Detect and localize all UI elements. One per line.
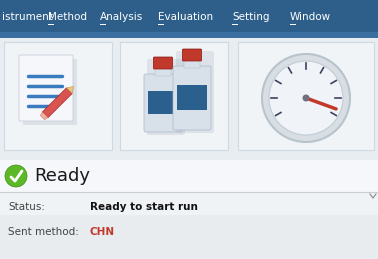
Polygon shape [67,87,74,93]
Text: Method: Method [48,12,87,22]
Polygon shape [42,88,72,118]
Text: Setting: Setting [232,12,270,22]
Circle shape [262,54,350,142]
FancyBboxPatch shape [23,59,77,125]
FancyBboxPatch shape [182,49,201,61]
FancyBboxPatch shape [0,38,378,160]
FancyBboxPatch shape [19,55,73,121]
FancyBboxPatch shape [0,192,378,259]
Text: Sent method:: Sent method: [8,227,79,236]
FancyBboxPatch shape [0,32,378,38]
FancyBboxPatch shape [177,85,207,110]
Circle shape [269,61,343,135]
FancyBboxPatch shape [0,160,378,192]
FancyBboxPatch shape [4,42,112,150]
FancyBboxPatch shape [173,66,211,130]
Text: Analysis: Analysis [100,12,143,22]
FancyBboxPatch shape [153,57,173,69]
FancyBboxPatch shape [176,51,214,133]
FancyBboxPatch shape [147,59,185,135]
Text: Ready to start run: Ready to start run [90,202,198,212]
FancyBboxPatch shape [0,0,378,38]
Text: istrument: istrument [2,12,53,22]
FancyBboxPatch shape [155,68,170,76]
Text: CHN: CHN [90,227,115,236]
Circle shape [5,165,27,187]
Polygon shape [40,112,48,120]
FancyBboxPatch shape [148,91,178,114]
Text: Evaluation: Evaluation [158,12,213,22]
FancyBboxPatch shape [238,42,374,150]
Text: Ready: Ready [34,167,90,185]
FancyBboxPatch shape [144,74,182,132]
Text: Status:: Status: [8,202,45,212]
Circle shape [302,95,310,102]
Text: Window: Window [290,12,331,22]
FancyBboxPatch shape [0,192,378,215]
FancyBboxPatch shape [184,60,200,68]
FancyBboxPatch shape [120,42,228,150]
